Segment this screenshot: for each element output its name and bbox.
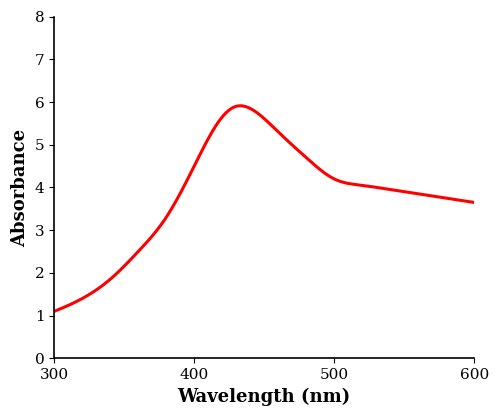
X-axis label: Wavelength (nm): Wavelength (nm) — [178, 388, 351, 406]
Y-axis label: Absorbance: Absorbance — [11, 128, 29, 246]
